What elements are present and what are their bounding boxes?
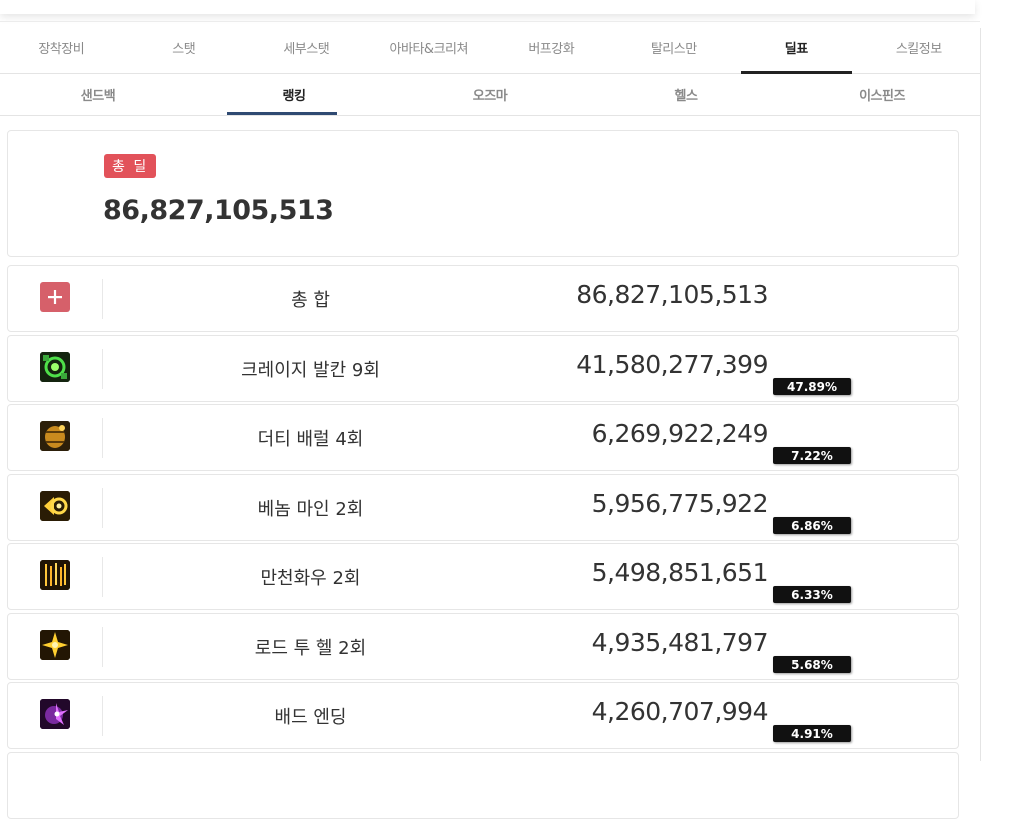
top-header-shadow — [0, 0, 975, 14]
dirty-barrel-icon — [40, 421, 70, 451]
tab-detail-stats[interactable]: 세부스탯 — [283, 42, 330, 57]
row-divider — [102, 349, 103, 389]
subtab-ozma[interactable]: 오즈마 — [472, 89, 508, 104]
skill-row: 더티 배럴 4회 6,269,922,249 7.22% — [7, 404, 959, 471]
tab-skill-info[interactable]: 스킬정보 — [895, 42, 942, 57]
damage-share-badge: 6.86% — [773, 517, 851, 534]
venom-mine-icon — [40, 491, 70, 521]
skill-name: 크레이지 발칸 9회 — [241, 360, 380, 381]
skill-name: 총 합 — [291, 290, 330, 311]
skill-damage: 4,935,481,797 — [591, 628, 769, 657]
skill-row: 크레이지 발칸 9회 41,580,277,399 47.89% — [7, 335, 959, 402]
row-divider — [102, 279, 103, 319]
skill-name: 베놈 마인 2회 — [257, 499, 364, 520]
crazy-vulcan-icon — [40, 352, 70, 382]
skill-name: 만천화우 2회 — [260, 568, 361, 589]
tab-damage-table[interactable]: 딜표 — [735, 22, 858, 74]
tab-buff-enhance[interactable]: 버프강화 — [528, 42, 575, 57]
skill-damage: 86,827,105,513 — [576, 280, 768, 309]
total-damage-value: 86,827,105,513 — [103, 195, 334, 226]
tab-avatar-creature[interactable]: 아바타&크리쳐 — [389, 42, 469, 57]
row-divider — [102, 488, 103, 528]
skill-row: 로드 투 헬 2회 4,935,481,797 5.68% — [7, 613, 959, 680]
mancheon-hwau-icon — [40, 560, 70, 590]
damage-share-badge: 6.33% — [773, 586, 851, 603]
row-divider — [102, 627, 103, 667]
total-damage-badge: 총 딜 — [104, 154, 157, 178]
bad-ending-icon — [40, 699, 70, 729]
plus-icon[interactable] — [40, 282, 70, 312]
subtab-helth[interactable]: 헬스 — [674, 89, 698, 104]
main-tab-bar: 장착장비 스탯 세부스탯 아바타&크리쳐 버프강화 탈리스만 딜표 스킬정보 — [0, 21, 980, 74]
skill-row: 만천화우 2회 5,498,851,651 6.33% — [7, 543, 959, 610]
subtab-ranking[interactable]: 랭킹 — [196, 74, 392, 115]
skill-damage: 5,498,851,651 — [591, 558, 769, 587]
skill-name: 배드 엔딩 — [274, 707, 347, 728]
total-damage-summary: 총 딜 86,827,105,513 — [7, 130, 959, 257]
skill-damage: 5,956,775,922 — [591, 489, 769, 518]
tab-talisman[interactable]: 탈리스만 — [650, 42, 697, 57]
total-row: 총 합 86,827,105,513 — [7, 265, 959, 332]
row-divider — [102, 418, 103, 458]
skill-damage: 6,269,922,249 — [591, 419, 769, 448]
sub-tab-bar: 샌드백 랭킹 오즈마 헬스 이스핀즈 — [0, 74, 980, 116]
subtab-sandbag[interactable]: 샌드백 — [80, 89, 116, 104]
damage-share-badge: 5.68% — [773, 656, 851, 673]
tab-stats[interactable]: 스탯 — [172, 42, 196, 57]
skill-name: 로드 투 헬 2회 — [254, 638, 367, 659]
skill-row: 배드 엔딩 4,260,707,994 4.91% — [7, 682, 959, 749]
skill-row — [7, 752, 959, 819]
subtab-ispins[interactable]: 이스핀즈 — [859, 89, 905, 104]
skill-damage: 41,580,277,399 — [576, 350, 768, 379]
panel-right-border — [980, 28, 981, 761]
row-divider — [102, 557, 103, 597]
tab-equipment[interactable]: 장착장비 — [38, 42, 85, 57]
skill-name: 더티 배럴 4회 — [257, 429, 364, 450]
damage-share-badge: 47.89% — [773, 378, 851, 395]
road-to-hell-icon — [40, 630, 70, 660]
damage-share-badge: 7.22% — [773, 447, 851, 464]
row-divider — [102, 696, 103, 736]
skill-damage: 4,260,707,994 — [591, 697, 769, 726]
damage-share-badge: 4.91% — [773, 725, 851, 742]
panel-right-gutter — [981, 28, 1011, 761]
skill-row: 베놈 마인 2회 5,956,775,922 6.86% — [7, 474, 959, 541]
